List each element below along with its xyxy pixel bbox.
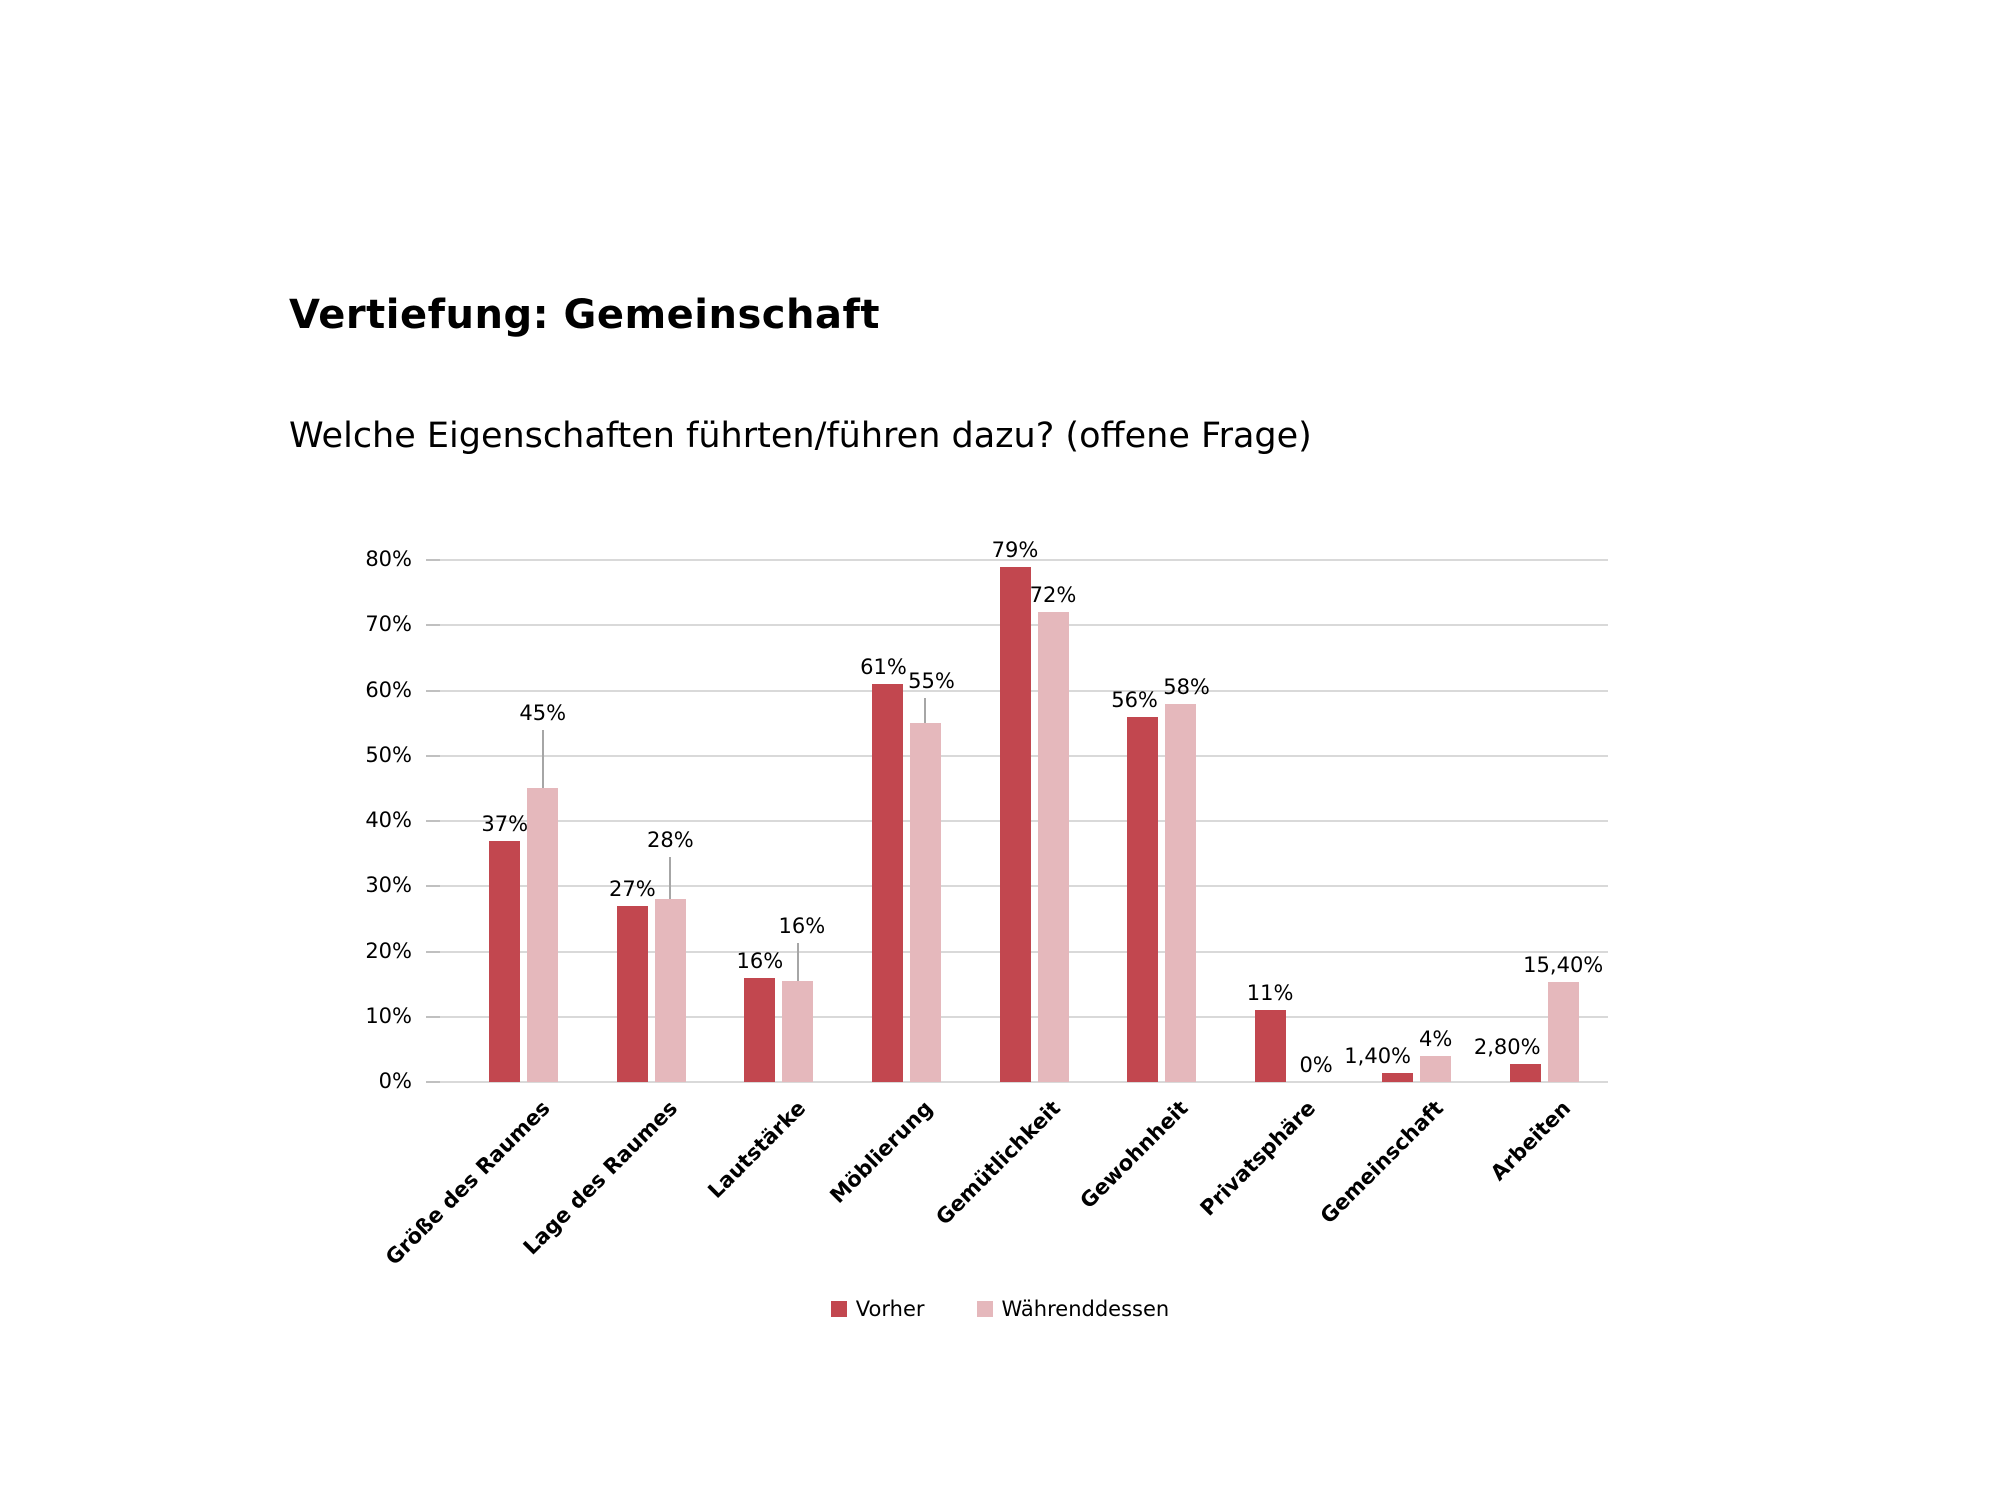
value-label: 28%: [646, 828, 694, 853]
bar-waehrenddessen: [1420, 1055, 1452, 1082]
y-axis-tick-label: 30%: [365, 873, 412, 898]
value-label: 72%: [1029, 583, 1077, 608]
value-label: 45%: [519, 701, 567, 726]
bar-vorher: [999, 566, 1031, 1082]
label-leader-line: [541, 730, 544, 789]
bar-vorher: [1382, 1072, 1414, 1082]
bar-vorher: [1127, 716, 1159, 1082]
category-label: Privatsphäre: [1195, 1096, 1321, 1221]
bar-waehrenddessen: [1547, 981, 1579, 1082]
gridline: [432, 1081, 1608, 1083]
value-label: 55%: [908, 669, 955, 694]
axis-tick-icon: [426, 624, 440, 627]
y-axis-tick-label: 20%: [365, 938, 412, 963]
axis-tick-icon: [426, 950, 440, 953]
category-label: Lautstärke: [702, 1096, 810, 1203]
bar-vorher: [744, 977, 776, 1082]
value-label: 37%: [481, 811, 529, 836]
axis-tick-icon: [426, 885, 440, 888]
category-label: Gemütlichkeit: [931, 1096, 1065, 1230]
category-label: Möblierung: [825, 1096, 938, 1208]
y-axis-tick-label: 70%: [365, 612, 412, 637]
bar-waehrenddessen: [654, 899, 686, 1082]
bar-waehrenddessen: [527, 788, 559, 1082]
value-label: 79%: [991, 537, 1039, 562]
gridline: [432, 559, 1608, 561]
bar-vorher: [616, 905, 648, 1082]
legend-swatch-icon: [830, 1301, 847, 1317]
axis-tick-icon: [426, 754, 440, 757]
bar-vorher: [871, 683, 903, 1082]
value-label: 1,40%: [1344, 1043, 1412, 1068]
bar-waehrenddessen: [782, 980, 814, 1082]
axis-tick-icon: [426, 559, 440, 561]
y-axis-tick-label: 40%: [365, 808, 412, 832]
legend: Vorher Währenddessen: [0, 1297, 2000, 1321]
legend-item: Vorher: [830, 1297, 925, 1321]
axis-tick-icon: [426, 689, 440, 692]
axis-tick-icon: [426, 1081, 440, 1083]
value-label: 2,80%: [1473, 1034, 1541, 1059]
bar-waehrenddessen: [909, 723, 941, 1082]
legend-label: Vorher: [855, 1297, 925, 1321]
value-label: 16%: [736, 948, 784, 973]
legend-label: Währenddessen: [1001, 1297, 1170, 1321]
value-label: 56%: [1111, 687, 1158, 712]
bar-vorher: [1254, 1010, 1286, 1082]
category-label: Gewohnheit: [1075, 1096, 1193, 1214]
value-label: 16%: [778, 913, 826, 938]
bar-waehrenddessen: [1037, 612, 1069, 1082]
y-axis-tick-label: 10%: [365, 1003, 412, 1028]
value-label: 15,40%: [1523, 952, 1604, 977]
label-leader-line: [796, 942, 799, 981]
bar-vorher: [1509, 1063, 1541, 1082]
label-leader-line: [924, 698, 927, 724]
value-label: 27%: [608, 876, 656, 901]
y-axis-tick-label: 50%: [365, 742, 412, 767]
page-title: Vertiefung: Gemeinschaft: [289, 292, 880, 338]
legend-swatch-icon: [976, 1301, 993, 1317]
value-label: 0%: [1299, 1053, 1333, 1077]
value-label: 58%: [1163, 674, 1210, 699]
y-axis-tick-label: 0%: [378, 1069, 412, 1093]
page-subtitle: Welche Eigenschaften führten/führen dazu…: [289, 416, 1312, 456]
bar-waehrenddessen: [1165, 703, 1197, 1082]
legend-item: Währenddessen: [976, 1297, 1170, 1321]
category-label: Gemeinschaft: [1315, 1096, 1448, 1229]
axis-tick-icon: [426, 820, 440, 822]
axis-tick-icon: [426, 1015, 440, 1018]
label-leader-line: [669, 857, 672, 900]
y-axis-tick-label: 60%: [365, 677, 412, 702]
value-label: 11%: [1246, 981, 1294, 1006]
value-label: 4%: [1418, 1026, 1453, 1051]
bar-vorher: [489, 840, 521, 1082]
y-axis-tick-label: 80%: [365, 547, 412, 571]
category-label: Arbeiten: [1485, 1096, 1576, 1186]
value-label: 61%: [860, 654, 907, 679]
